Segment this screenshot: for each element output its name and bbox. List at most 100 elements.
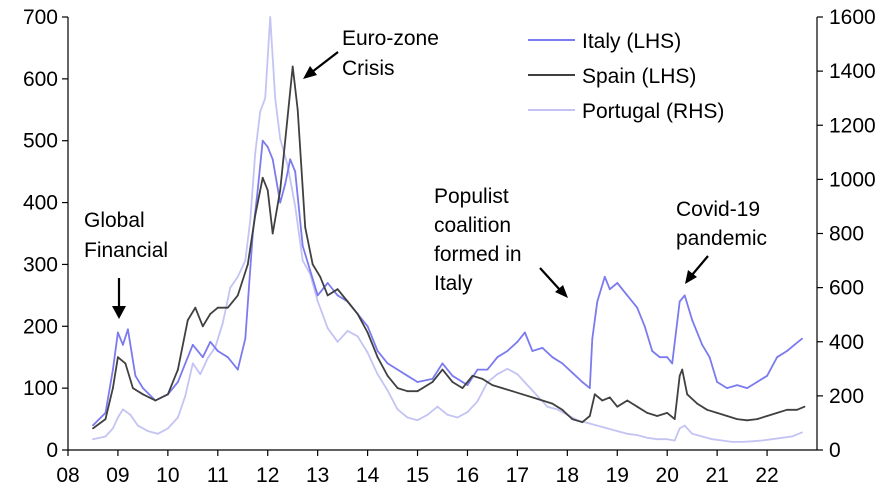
data-point-spain-4	[124, 362, 127, 365]
data-point-italy-85	[801, 337, 803, 340]
left-tick-label-5: 500	[23, 130, 58, 153]
data-point-italy-14	[209, 340, 212, 343]
data-point-spain-34	[376, 356, 379, 359]
right-tick-label-2: 400	[829, 331, 864, 354]
data-point-portugal-25	[274, 97, 277, 100]
data-point-portugal-12	[191, 362, 194, 365]
data-point-portugal-26	[279, 137, 282, 140]
annotation-covid-19-arrow	[691, 255, 709, 276]
data-point-italy-61	[603, 275, 606, 278]
x-tick-label-5: 13	[306, 464, 329, 487]
data-point-spain-37	[406, 390, 409, 393]
data-point-spain-73	[736, 418, 738, 420]
data-point-portugal-52	[526, 384, 529, 386]
data-point-spain-63	[656, 415, 659, 417]
data-point-spain-78	[786, 408, 788, 411]
data-point-portugal-28	[294, 205, 297, 208]
legend: Italy (LHS) Spain (LHS) Portugal (RHS)	[528, 30, 724, 123]
data-point-spain-35	[386, 374, 389, 377]
data-point-portugal-35	[356, 335, 359, 338]
data-point-italy-17	[236, 368, 239, 371]
data-point-italy-51	[524, 331, 526, 334]
data-point-italy-30	[316, 294, 319, 297]
data-point-portugal-11	[184, 395, 187, 397]
data-point-italy-39	[406, 374, 409, 377]
data-point-spain-20	[266, 189, 269, 192]
data-point-spain-31	[346, 300, 349, 303]
data-point-portugal-60	[606, 427, 609, 430]
data-point-portugal-39	[396, 408, 399, 411]
data-point-spain-3	[117, 356, 119, 359]
data-point-italy-56	[571, 371, 574, 374]
data-point-spain-29	[326, 294, 329, 297]
data-point-spain-66	[678, 374, 681, 377]
data-point-spain-10	[186, 319, 189, 321]
data-point-italy-77	[726, 387, 728, 389]
data-point-spain-32	[356, 313, 359, 315]
annotation-global-financial-line-2: Financial	[84, 239, 168, 262]
data-point-portugal-13	[199, 373, 202, 376]
data-point-italy-84	[793, 343, 796, 346]
data-point-italy-45	[466, 384, 469, 386]
data-point-italy-81	[766, 374, 768, 377]
data-point-portugal-80	[791, 435, 793, 438]
data-point-spain-43	[471, 374, 474, 377]
data-point-italy-32	[336, 294, 339, 297]
data-point-italy-2	[112, 368, 114, 371]
data-point-spain-5	[132, 387, 134, 389]
x-tick-label-14: 22	[755, 464, 778, 487]
data-point-portugal-62	[626, 432, 629, 435]
data-point-spain-76	[766, 415, 768, 417]
left-tick-label-1: 100	[23, 377, 58, 400]
data-point-portugal-59	[596, 424, 599, 427]
data-point-portugal-40	[406, 416, 409, 419]
data-point-italy-50	[516, 340, 519, 343]
data-point-italy-35	[366, 325, 369, 328]
data-point-portugal-75	[741, 441, 743, 443]
data-point-italy-60	[596, 300, 599, 303]
data-point-portugal-32	[326, 327, 329, 330]
data-point-spain-53	[571, 418, 574, 420]
annotation-covid-19: Covid-19 pandemic	[676, 198, 767, 284]
data-point-italy-53	[541, 347, 544, 349]
left-tick-label-3: 300	[23, 253, 58, 276]
series-portugal	[92, 16, 803, 443]
data-point-italy-22	[266, 146, 269, 148]
annotation-populist-coalition-arrow	[539, 267, 561, 291]
data-point-spain-28	[319, 275, 322, 278]
data-point-spain-22	[279, 189, 282, 192]
data-point-portugal-22	[259, 110, 262, 113]
data-point-spain-59	[616, 405, 619, 408]
x-tick-label-8: 16	[456, 464, 479, 487]
data-point-portugal-3	[117, 416, 119, 419]
data-point-portugal-1	[104, 435, 107, 438]
data-point-portugal-4	[122, 408, 124, 411]
data-point-spain-8	[167, 393, 169, 396]
data-point-italy-28	[301, 245, 304, 247]
data-point-spain-24	[291, 65, 294, 68]
data-point-spain-64	[666, 412, 669, 414]
data-point-italy-24	[279, 201, 282, 204]
data-point-italy-27	[294, 170, 297, 173]
data-point-spain-60	[626, 399, 629, 402]
series-spain	[92, 65, 806, 430]
right-tick-label-7: 1400	[829, 60, 876, 83]
data-point-spain-70	[706, 408, 708, 411]
data-point-spain-49	[531, 396, 534, 399]
data-point-portugal-51	[516, 373, 519, 376]
data-point-portugal-50	[506, 367, 509, 370]
data-point-portugal-68	[678, 427, 681, 430]
data-point-portugal-46	[466, 411, 469, 413]
data-point-italy-58	[588, 387, 591, 389]
legend-label-italy: Italy (LHS)	[582, 30, 681, 53]
data-point-portugal-20	[249, 219, 252, 221]
data-point-spain-18	[254, 214, 257, 216]
data-point-portugal-63	[636, 434, 639, 436]
data-point-portugal-64	[646, 436, 649, 439]
data-point-portugal-77	[761, 439, 763, 442]
data-point-portugal-79	[781, 436, 783, 439]
data-point-spain-7	[154, 399, 157, 402]
data-point-portugal-9	[167, 427, 169, 430]
data-point-spain-71	[716, 412, 718, 414]
data-point-italy-57	[581, 381, 584, 383]
